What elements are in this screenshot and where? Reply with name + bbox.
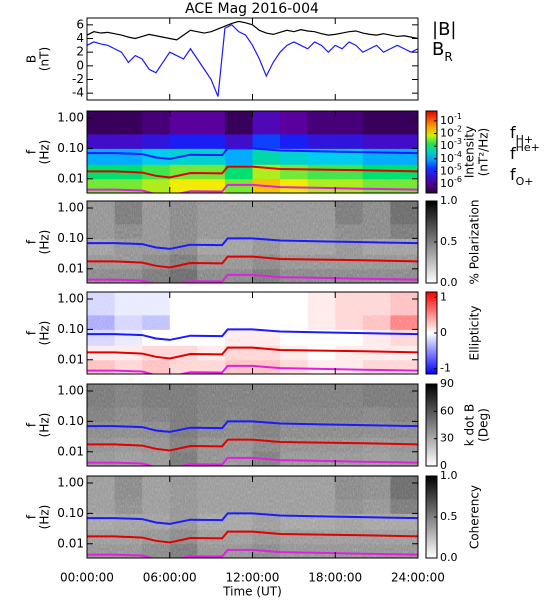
colorbar-tick-label: 1.0 [440,194,458,207]
y-axis-label: (Hz) [38,413,52,438]
y-axis-label: (Hz) [38,230,52,255]
y-tick-label: 0.01 [57,261,84,275]
colorbar-tick-label: 90 [440,377,454,390]
y-axis-label: f [25,330,39,335]
data-line [87,165,418,179]
colorbar-tick-label: 10-2 [440,125,462,140]
y-tick-label: 0.10 [57,322,84,336]
data-line [87,548,418,558]
colorbar-tick-label: 0 [440,326,447,339]
colorbar-label: % Polarization [468,200,482,285]
plot-area [87,201,418,283]
data-line [87,512,418,525]
data-line [87,147,418,160]
chart-title: ACE Mag 2016-004 [185,1,319,17]
x-axis-label: Time (UT) [222,585,282,599]
y-tick-label: 0.01 [57,536,84,550]
x-tick-label: 00:00:00 [60,571,114,585]
colorbar-label: Intensity [463,126,477,178]
colorbar-tick-label: 30 [440,432,454,445]
y-tick-label: 1.00 [57,476,84,490]
y-tick-label: 2 [76,45,84,59]
colorbar-label: k dot B [463,404,477,446]
colorbar-tick-label: 10-5 [440,162,462,177]
data-line [87,328,418,341]
data-line [87,420,418,433]
y-tick-label: 0.01 [57,352,84,366]
y-axis-label: (Hz) [38,505,52,530]
y-tick-label: 1.00 [57,111,84,125]
data-line [87,346,418,360]
colorbar-label: (nT²/Hz) [477,128,491,176]
y-axis-label: B [25,55,39,63]
plot-frame [86,17,419,101]
data-line [87,183,418,193]
colorbar-tick-label: -1 [440,362,451,375]
y-tick-label: 4 [76,31,84,45]
plot-area [87,384,418,466]
data-line [87,530,418,544]
y-axis-label: f [25,422,39,427]
colorbar-tick-label: 60 [440,404,454,417]
y-tick-label: -4 [72,86,84,100]
y-tick-label: 0 [76,58,84,72]
colorbar [425,110,438,194]
y-tick-label: 0.10 [57,141,84,155]
y-axis-label: f [25,239,39,244]
legend-entry: |B| [432,19,456,40]
data-line [87,456,418,466]
colorbar-tick-label: 10-6 [440,175,462,190]
colorbar-label: Ellipticity [468,306,482,361]
y-axis-label: (Hz) [38,321,52,346]
colorbar-tick-label: 0 [440,459,447,472]
data-line [87,255,418,269]
legend-entry: fH+ [510,123,533,146]
data-line [87,438,418,452]
plot-area [87,20,418,97]
data-line [87,20,418,41]
x-tick-label: 18:00:00 [308,571,362,585]
colorbar [425,383,438,467]
colorbar-tick-label: 1.0 [440,469,458,482]
data-line [87,364,418,374]
x-tick-label: 12:00:00 [226,571,280,585]
data-line [87,237,418,250]
legend-entry: fHe+ [510,141,540,163]
legend-entry: fO+ [510,165,534,188]
colorbar-tick-label: 1 [440,290,447,303]
plot-area [87,292,418,374]
y-tick-label: 0.10 [57,506,84,520]
colorbar-label: Coherency [468,485,482,549]
plot-area [87,111,418,193]
colorbar-tick-label: 10-1 [440,112,462,127]
colorbar-tick-label: 10-4 [440,150,462,165]
y-tick-label: 0.01 [57,171,84,185]
colorbar-tick-label: 0.5 [440,510,458,523]
y-tick-label: 1.00 [57,292,84,306]
colorbar-tick-label: 0.5 [440,235,458,248]
y-tick-label: 1.00 [57,384,84,398]
y-tick-label: 0.10 [57,231,84,245]
y-tick-label: -2 [72,72,84,86]
colorbar-tick-label: 0.0 [440,551,458,564]
y-tick-label: 6 [76,17,84,31]
y-tick-label: 0.01 [57,444,84,458]
legend-entry: BR [432,39,453,64]
data-line [87,273,418,283]
colorbar-tick-label: 0.0 [440,276,458,289]
colorbar-tick-label: 10-3 [440,137,462,152]
y-axis-label: f [25,149,39,154]
y-axis-label: (Hz) [38,140,52,165]
x-tick-label: 06:00:00 [143,571,197,585]
data-line [87,24,418,97]
colorbar-label: (Deg) [477,408,491,442]
y-tick-label: 0.10 [57,414,84,428]
y-axis-label: (nT) [38,47,52,71]
x-tick-label: 24:00:00 [391,571,445,585]
y-axis-label: f [25,514,39,519]
y-tick-label: 1.00 [57,201,84,215]
plot-area [87,476,418,558]
